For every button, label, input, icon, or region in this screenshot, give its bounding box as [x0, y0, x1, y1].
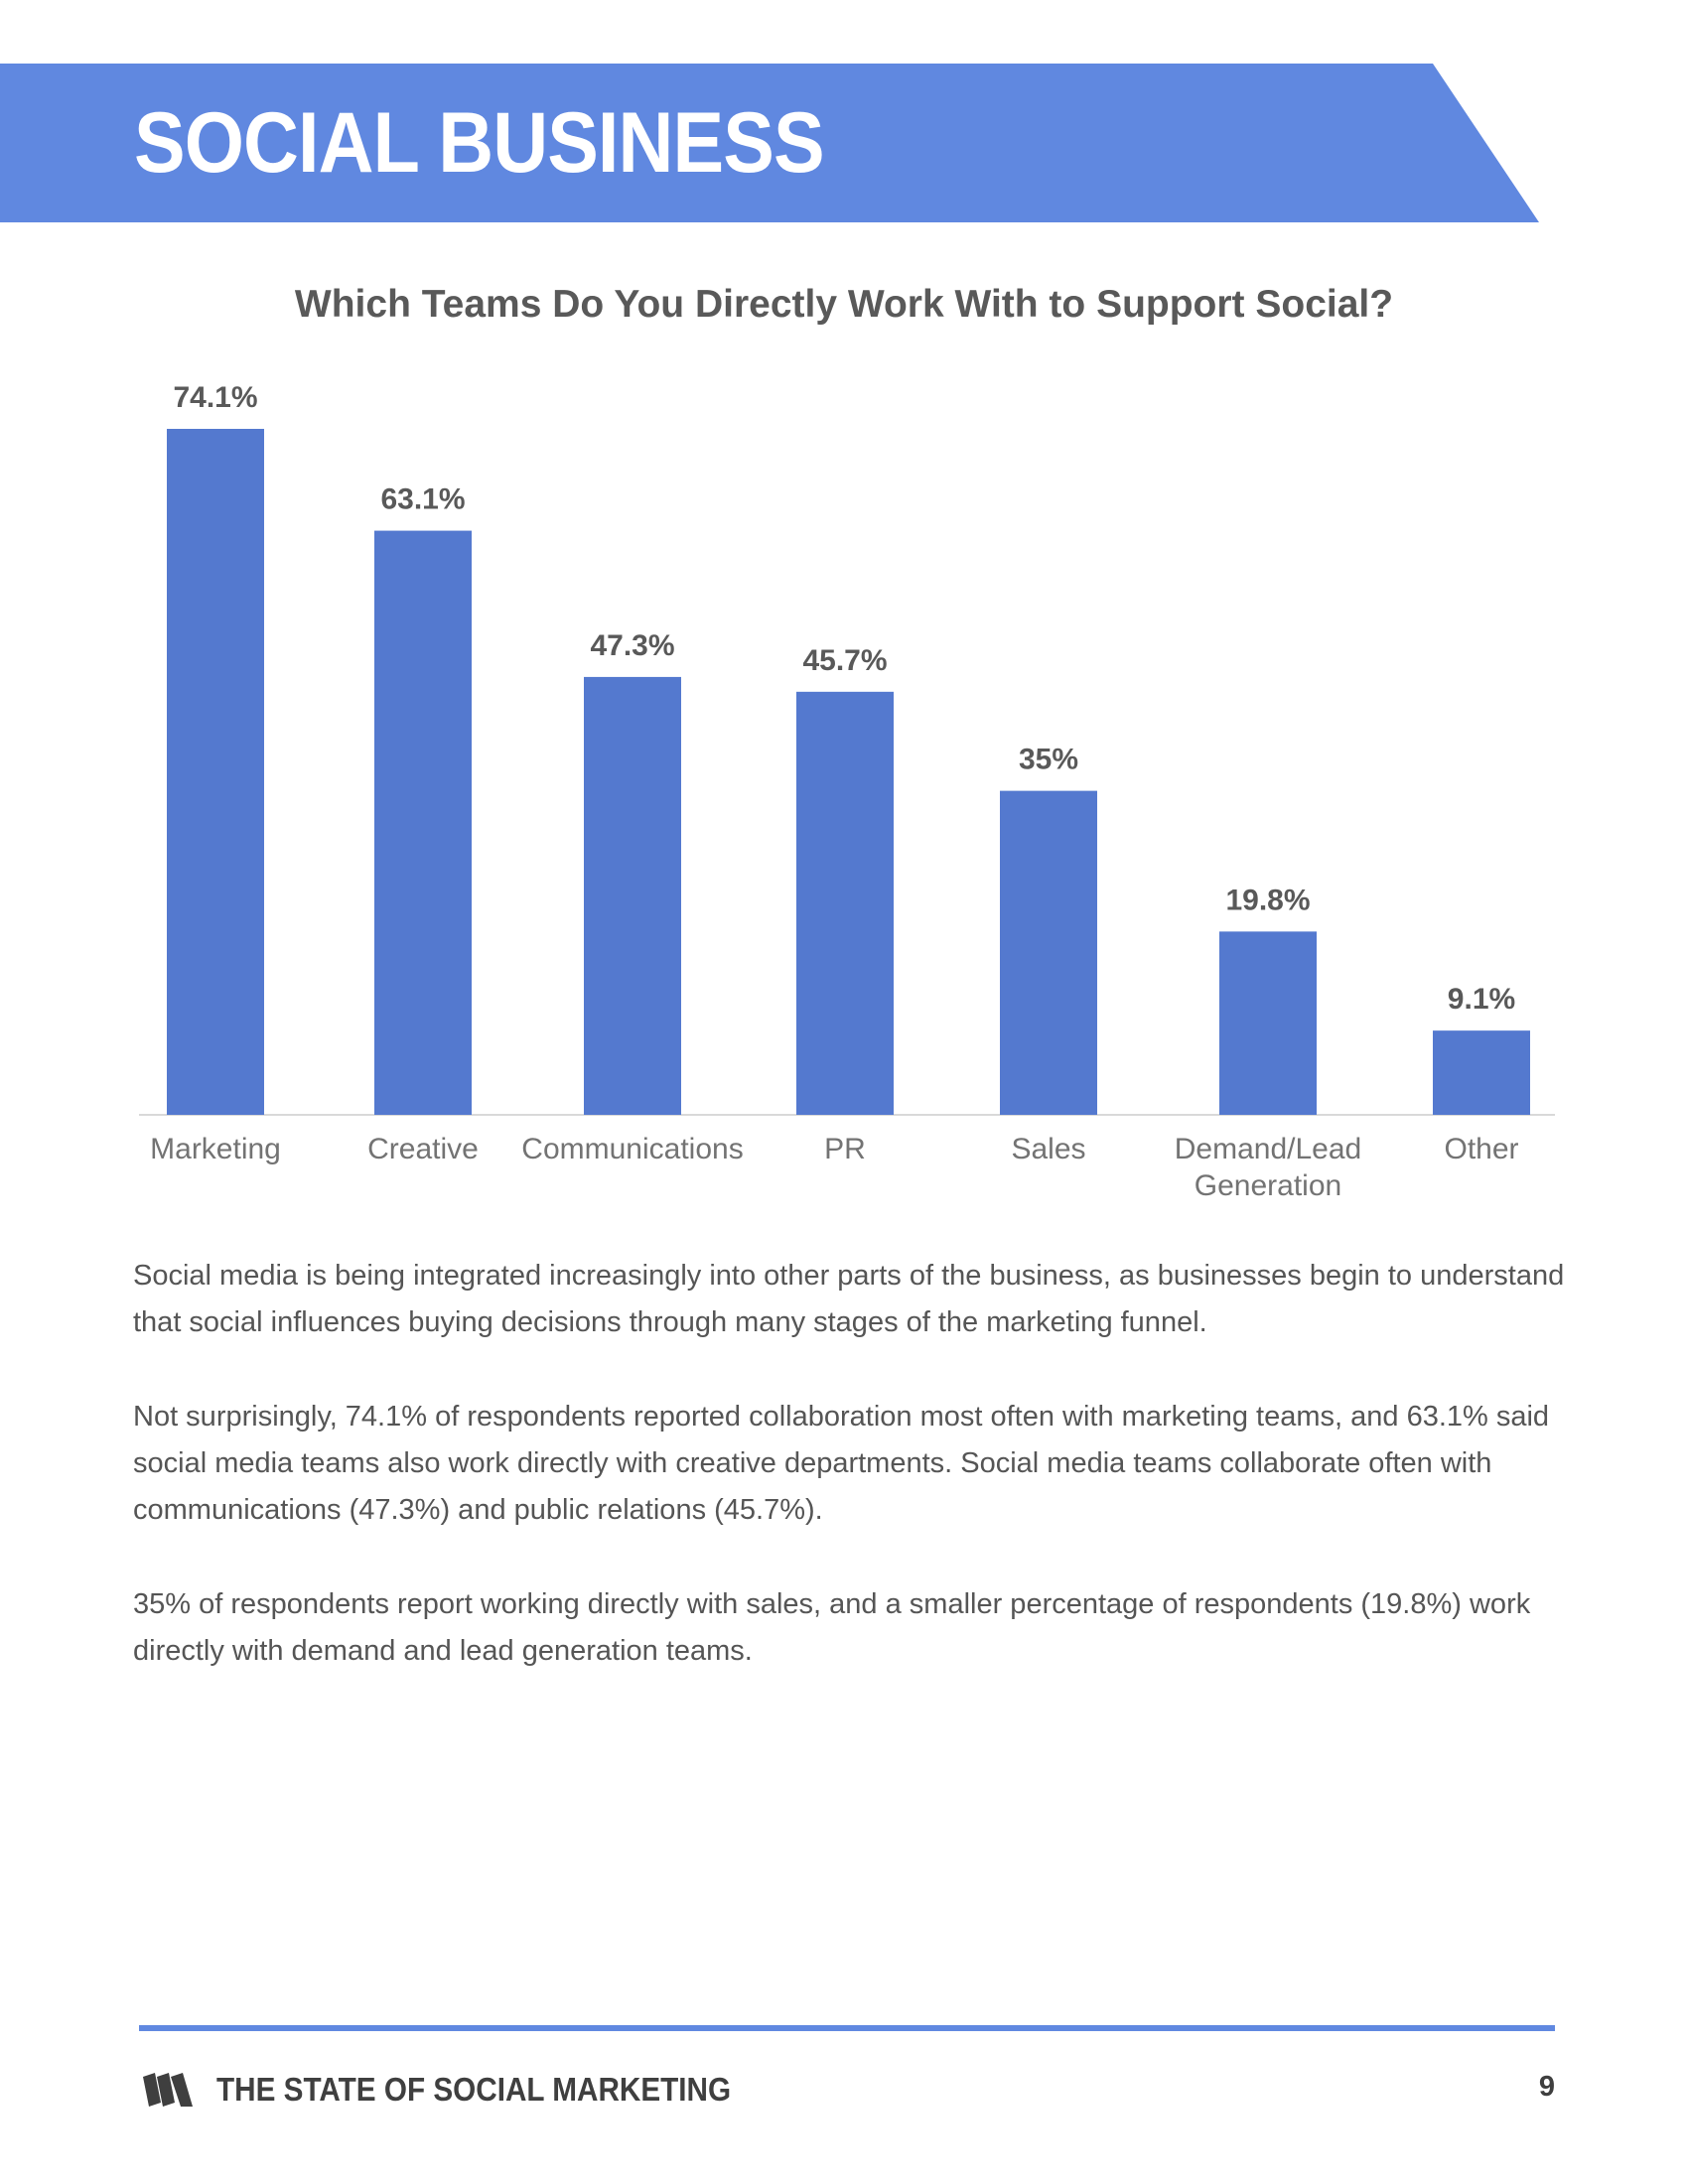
data-label-4: 35% — [1019, 744, 1078, 776]
bar-6 — [1433, 1030, 1530, 1115]
section-title: SOCIAL BUSINESS — [134, 94, 825, 191]
bar-chart: 74.1% Marketing 63.1% Creative 47.3% Communic… — [139, 381, 1555, 1202]
category-label-1: Creative — [367, 1133, 479, 1165]
footer-rule — [139, 2025, 1555, 2031]
data-label-1: 63.1% — [380, 483, 465, 516]
paragraph-2: Not surprisingly, 74.1% of respondents r… — [133, 1401, 1550, 1526]
page-number: 9 — [1538, 2071, 1555, 2103]
category-label-3: PR — [824, 1133, 866, 1165]
data-label-5: 19.8% — [1225, 884, 1310, 916]
paragraph-1: Social media is being integrated increas… — [133, 1260, 1565, 1338]
bar-1 — [374, 530, 472, 1115]
bar-2 — [584, 676, 681, 1115]
bar-0 — [167, 429, 264, 1115]
chart-title: Which Teams Do You Directly Work With to… — [294, 283, 1394, 326]
bar-4 — [1000, 790, 1097, 1115]
header-banner — [0, 64, 1539, 222]
data-label-6: 9.1% — [1448, 983, 1515, 1016]
category-label-6: Other — [1444, 1133, 1518, 1165]
category-label-4: Sales — [1011, 1133, 1085, 1165]
paragraph-3: 35% of respondents report working direct… — [133, 1588, 1531, 1667]
bar-3 — [796, 691, 894, 1115]
bar-5 — [1219, 931, 1317, 1115]
category-label-5-line-1: Generation — [1195, 1169, 1341, 1202]
data-label-0: 74.1% — [173, 381, 257, 414]
body-text: Social media is being integrated increas… — [133, 1253, 1573, 1722]
category-label-2: Communications — [521, 1133, 743, 1165]
category-label-0: Marketing — [150, 1133, 281, 1165]
category-label-5-line-0: Demand/Lead — [1175, 1133, 1361, 1165]
footer-title: THE STATE OF SOCIAL MARKETING — [216, 2071, 732, 2108]
sprout-logo-icon — [143, 2073, 193, 2107]
data-label-3: 45.7% — [802, 644, 887, 677]
data-label-2: 47.3% — [590, 629, 674, 662]
